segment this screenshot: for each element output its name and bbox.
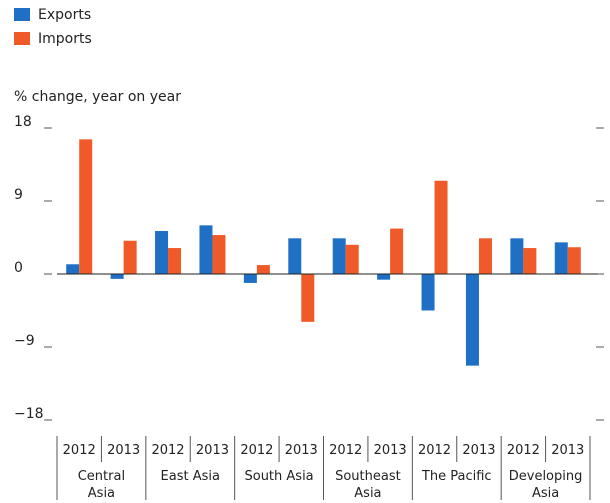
bar [256,265,270,274]
group-label: Central Asia [77,469,126,501]
y-tick-label: 9 [14,187,23,203]
bar [434,180,448,274]
bar [212,235,226,274]
bar [301,274,315,322]
bar [554,242,568,274]
bar [79,139,93,274]
x-tick-label: 2013 [107,443,141,458]
legend-label: Imports [38,31,92,47]
bar [110,274,124,279]
x-tick-label: 2013 [373,443,407,458]
x-tick-label: 2013 [462,443,496,458]
x-tick-label: 2012 [62,443,96,458]
group-label: The Pacific [421,469,492,484]
bar [345,244,359,274]
bar [567,247,581,274]
legend-label: Exports [38,7,91,23]
x-tick-label: 2012 [240,443,274,458]
x-tick-label: 2012 [417,443,452,458]
x-tick-label: 2013 [551,443,585,458]
bar [510,238,524,274]
y-axis-label: % change, year on year [14,89,181,105]
group-label: South Asia [244,469,314,484]
bar [390,228,404,274]
bar [288,238,302,274]
bar [123,240,137,274]
legend-swatch [14,32,30,45]
bar [478,238,492,274]
bar [523,248,537,274]
x-tick-label: 2012 [151,443,185,458]
bar [465,274,479,366]
y-tick-label: −18 [14,406,44,422]
group-label: East Asia [160,469,220,484]
x-tick-label: 2012 [329,443,363,458]
bar [155,231,169,274]
bar [168,248,182,274]
x-tick-label: 2012 [506,443,540,458]
bar [332,238,346,274]
y-tick-label: 0 [14,260,23,276]
group-label: Developing Asia [508,469,583,501]
legend-swatch [14,8,30,21]
bar [421,274,435,311]
bar [243,274,257,283]
bar [66,264,80,274]
bar [199,225,213,274]
x-tick-label: 2013 [284,443,318,458]
x-tick-label: 2013 [195,443,229,458]
group-label: Southeast Asia [335,469,401,501]
y-tick-label: −9 [14,333,35,349]
bar [377,274,391,280]
y-tick-label: 18 [14,114,32,130]
